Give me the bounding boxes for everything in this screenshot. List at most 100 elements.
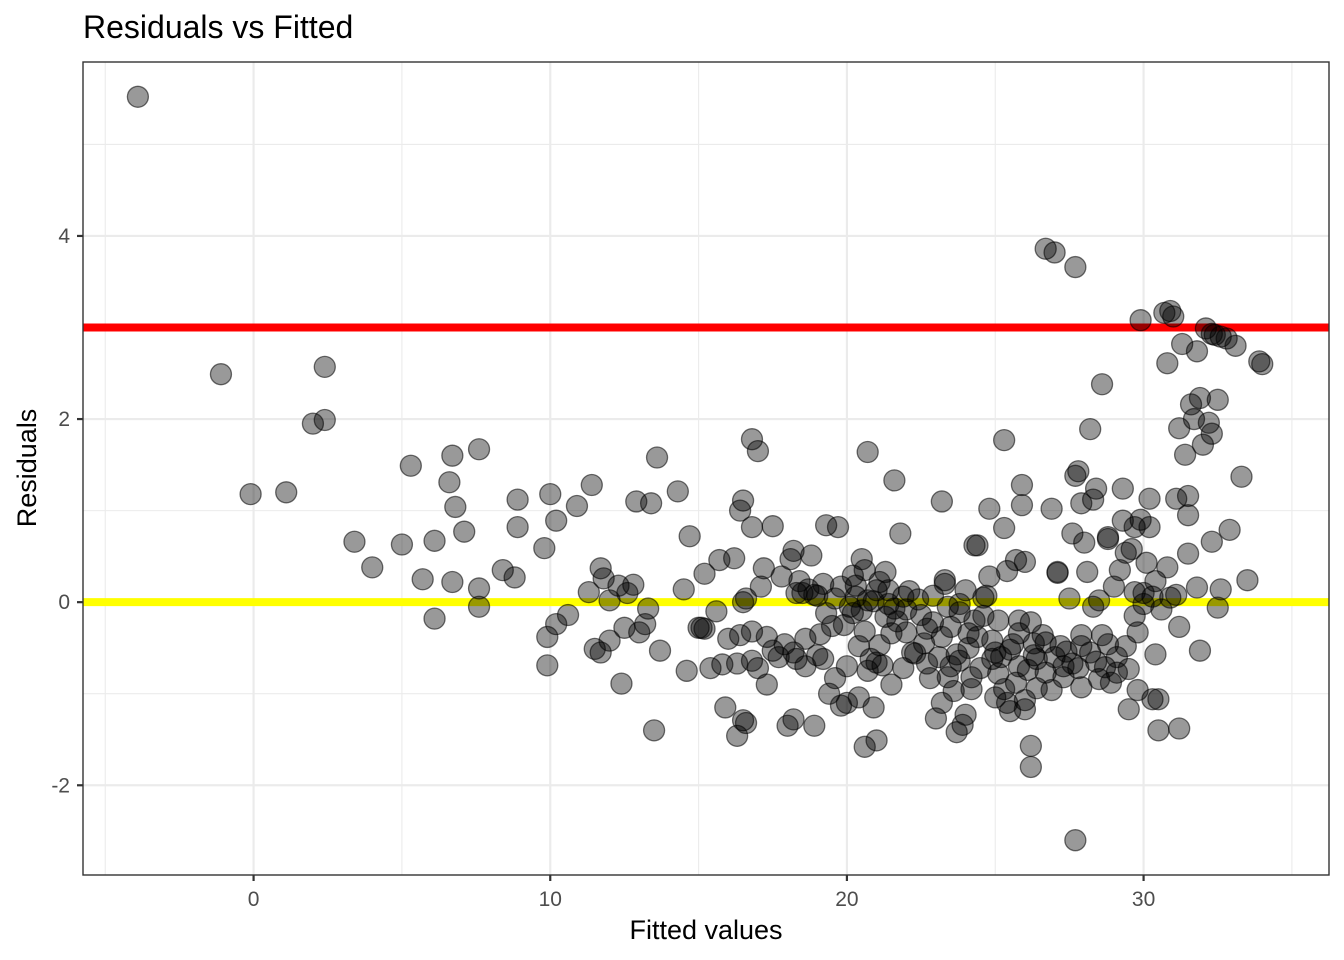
data-point (898, 580, 921, 603)
data-point (740, 428, 764, 451)
data-point (972, 604, 995, 628)
plot-panel-border (82, 61, 1330, 876)
data-point (536, 625, 559, 649)
data-point (1138, 487, 1161, 510)
data-points (126, 85, 1274, 852)
data-point (444, 495, 467, 519)
data-point (954, 703, 977, 726)
data-point (966, 534, 989, 557)
data-point (1111, 509, 1134, 532)
data-point (1171, 332, 1194, 356)
data-point (835, 691, 859, 715)
data-point (645, 446, 669, 469)
data-point (1147, 719, 1170, 742)
data-point (438, 471, 461, 494)
x-tick-label: 30 (1132, 888, 1155, 911)
data-point (1070, 634, 1093, 658)
data-point (239, 482, 262, 506)
data-point (948, 649, 971, 672)
data-point (740, 649, 764, 672)
data-point (1004, 548, 1028, 572)
data-point (746, 439, 770, 463)
plot-panel (83, 62, 1329, 875)
data-point (1022, 632, 1045, 655)
data-point (823, 667, 847, 690)
data-point (1013, 698, 1037, 721)
x-tick-label: 10 (539, 888, 562, 911)
data-point (853, 620, 876, 643)
data-point (728, 499, 752, 522)
data-point (782, 539, 805, 563)
data-point (755, 673, 778, 696)
data-point (467, 595, 491, 618)
reference-lines (83, 323, 1329, 607)
data-point (1224, 334, 1247, 357)
y-tick-label: 4 (58, 225, 70, 248)
data-point (1055, 640, 1078, 663)
data-point (1176, 484, 1200, 508)
data-point (1082, 595, 1105, 618)
data-point (545, 612, 568, 636)
data-point (832, 613, 856, 637)
data-point (637, 597, 660, 620)
data-point (693, 562, 716, 585)
data-point (503, 566, 526, 589)
data-point (675, 659, 698, 682)
data-point (984, 641, 1007, 664)
data-point (993, 677, 1016, 701)
data-point (853, 735, 876, 758)
data-point (803, 714, 826, 737)
data-point (734, 587, 758, 610)
data-point (936, 666, 959, 689)
data-point (1013, 550, 1037, 574)
data-point (672, 578, 695, 601)
data-point (1168, 717, 1191, 740)
data-point (1206, 596, 1229, 619)
data-point (972, 586, 995, 609)
data-point (1064, 255, 1087, 279)
axes: 0 10 20 30 -2 0 2 4 (51, 225, 1155, 911)
data-point (1117, 698, 1140, 721)
data-point (506, 488, 529, 511)
data-point (1248, 350, 1271, 373)
data-point (731, 591, 755, 614)
data-point (467, 577, 491, 600)
data-point (1156, 352, 1179, 375)
data-point (1114, 541, 1137, 564)
data-point (788, 569, 811, 593)
data-point (1176, 542, 1200, 565)
data-point (1117, 657, 1140, 681)
data-point (835, 655, 859, 678)
data-point (1064, 829, 1087, 852)
data-point (1114, 634, 1137, 658)
data-point (993, 428, 1016, 452)
data-point (800, 544, 823, 567)
data-point (826, 515, 850, 539)
data-point (930, 691, 953, 715)
data-point (666, 480, 689, 503)
data-point (969, 656, 992, 680)
data-point (984, 686, 1007, 709)
data-point (960, 666, 983, 689)
data-point (1108, 558, 1131, 582)
data-point (844, 574, 867, 597)
data-point (491, 558, 514, 582)
data-point (859, 647, 882, 671)
data-point (773, 633, 796, 656)
x-tick-label: 0 (248, 888, 260, 911)
data-point (740, 620, 764, 643)
data-point (1173, 443, 1197, 466)
data-point (1087, 667, 1111, 691)
data-point (610, 672, 633, 695)
data-point (536, 654, 559, 677)
data-point (1168, 615, 1191, 639)
data-point (1013, 688, 1037, 712)
data-point (622, 573, 645, 596)
data-point (1007, 609, 1031, 632)
data-point (1034, 237, 1057, 260)
data-point (1052, 655, 1075, 678)
data-point (1138, 515, 1161, 539)
data-point (1200, 530, 1223, 553)
data-point (639, 492, 663, 515)
data-point (966, 625, 989, 649)
